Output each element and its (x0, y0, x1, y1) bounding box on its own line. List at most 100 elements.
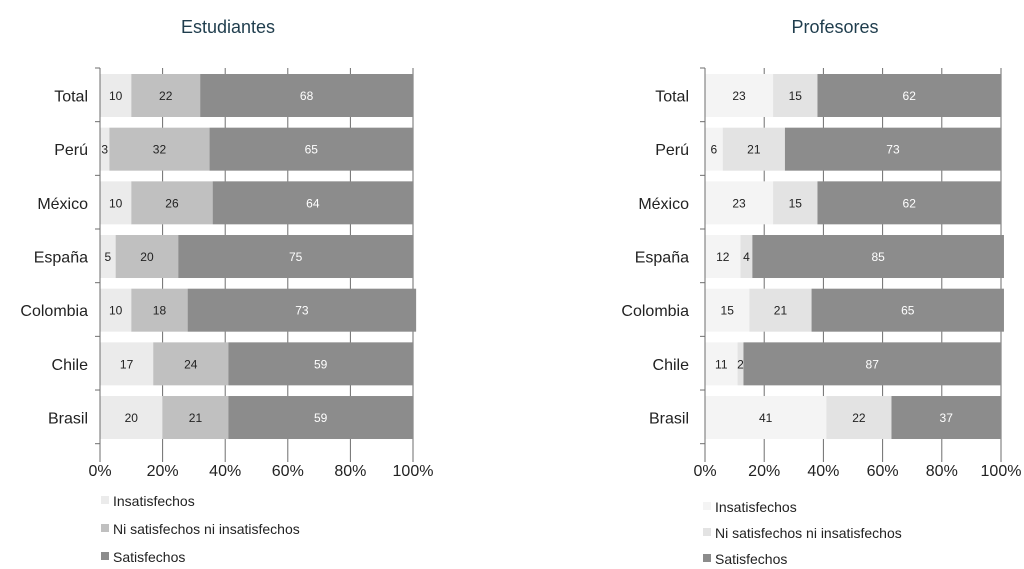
data-label: 18 (153, 304, 167, 318)
data-label: 21 (774, 304, 788, 318)
legend-label: Insatisfechos (715, 499, 797, 515)
data-label: 22 (159, 89, 173, 103)
data-label: 62 (903, 196, 917, 210)
category-label: Total (655, 89, 689, 106)
bar-segment (100, 181, 132, 225)
x-tick-label: 0% (88, 463, 111, 480)
data-label: 59 (314, 411, 328, 425)
data-label: 10 (109, 89, 123, 103)
data-label: 41 (759, 411, 773, 425)
data-label: 10 (109, 196, 123, 210)
data-label: 21 (189, 411, 203, 425)
bar-segment (740, 235, 753, 279)
bar-segment (705, 342, 738, 386)
data-label: 10 (109, 304, 123, 318)
data-label: 85 (871, 250, 885, 264)
category-label: España (34, 250, 88, 267)
bar-segment (100, 127, 110, 171)
legend-swatch (703, 528, 711, 536)
bar-segment (131, 74, 201, 117)
legend-swatch (703, 502, 711, 510)
bar-segment (784, 127, 1001, 171)
data-label: 15 (721, 304, 735, 318)
x-tick-label: 100% (393, 463, 434, 480)
x-tick-label: 80% (334, 463, 366, 480)
bar-segment (178, 235, 413, 279)
x-tick-label: 80% (926, 463, 958, 480)
data-label: 20 (140, 250, 154, 264)
bar-segment (705, 127, 723, 171)
bar-segment (773, 74, 818, 117)
bar-segment (228, 342, 413, 386)
chart-title: Estudiantes (181, 17, 275, 37)
bar-segment (743, 342, 1001, 386)
bar-segment (212, 181, 413, 225)
category-label: Colombia (20, 303, 88, 320)
category-label: Colombia (621, 303, 689, 320)
data-label: 65 (305, 143, 319, 157)
bar-segment (705, 235, 741, 279)
data-label: 4 (743, 250, 750, 264)
category-label: México (37, 196, 88, 213)
data-label: 24 (184, 357, 198, 371)
data-label: 3 (101, 143, 108, 157)
bar-segment (817, 74, 1001, 117)
bar-segment (100, 235, 116, 279)
bar-segment (228, 396, 413, 440)
bar-segment (115, 235, 179, 279)
bar-segment (200, 74, 413, 117)
data-label: 68 (300, 89, 314, 103)
bar-segment (811, 288, 1004, 332)
data-label: 37 (940, 411, 954, 425)
bar-segment (737, 342, 744, 386)
category-label: Perú (54, 142, 88, 159)
bar-segment (100, 288, 132, 332)
data-label: 59 (314, 357, 328, 371)
legend-label: Ni satisfechos ni insatisfechos (715, 525, 902, 541)
x-tick-label: 20% (147, 463, 179, 480)
category-label: Chile (52, 357, 89, 374)
category-label: España (635, 250, 689, 267)
data-label: 17 (120, 357, 134, 371)
chart-title: Profesores (791, 17, 878, 37)
data-label: 64 (306, 196, 320, 210)
category-label: México (638, 196, 689, 213)
bar-segment (162, 396, 229, 440)
x-tick-label: 40% (807, 463, 839, 480)
legend-label: Ni satisfechos ni insatisfechos (113, 521, 300, 537)
category-label: Chile (653, 357, 690, 374)
bar-segment (749, 288, 812, 332)
data-label: 32 (153, 143, 167, 157)
category-label: Total (54, 89, 88, 106)
x-tick-label: 60% (867, 463, 899, 480)
data-label: 75 (289, 250, 303, 264)
category-label: Brasil (649, 411, 689, 428)
bar-segment (705, 288, 750, 332)
legend-swatch (101, 496, 109, 504)
legend-swatch (703, 554, 711, 562)
category-label: Brasil (48, 411, 88, 428)
bar-segment (817, 181, 1001, 225)
bar-segment (187, 288, 417, 332)
data-label: 23 (732, 196, 746, 210)
bar-segment (153, 342, 229, 386)
bar-segment (100, 396, 163, 440)
x-tick-label: 20% (748, 463, 780, 480)
data-label: 26 (165, 196, 179, 210)
legend-label: Satisfechos (113, 549, 185, 565)
bar-segment (109, 127, 210, 171)
bar-segment (131, 288, 188, 332)
x-tick-label: 60% (272, 463, 304, 480)
data-label: 73 (295, 304, 309, 318)
data-label: 23 (732, 89, 746, 103)
bar-segment (752, 235, 1004, 279)
bar-segment (773, 181, 818, 225)
data-label: 12 (716, 250, 730, 264)
data-label: 22 (852, 411, 866, 425)
x-tick-label: 40% (209, 463, 241, 480)
x-tick-label: 100% (981, 463, 1022, 480)
bar-segment (209, 127, 413, 171)
bar-segment (131, 181, 213, 225)
